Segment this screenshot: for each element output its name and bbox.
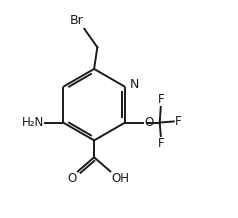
Text: H₂N: H₂N	[22, 116, 44, 129]
Text: O: O	[68, 172, 77, 186]
Text: Br: Br	[69, 14, 83, 27]
Text: OH: OH	[111, 172, 129, 186]
Text: F: F	[175, 115, 181, 128]
Text: N: N	[130, 78, 139, 91]
Text: F: F	[158, 137, 164, 150]
Text: F: F	[158, 93, 164, 106]
Text: O: O	[144, 116, 153, 129]
